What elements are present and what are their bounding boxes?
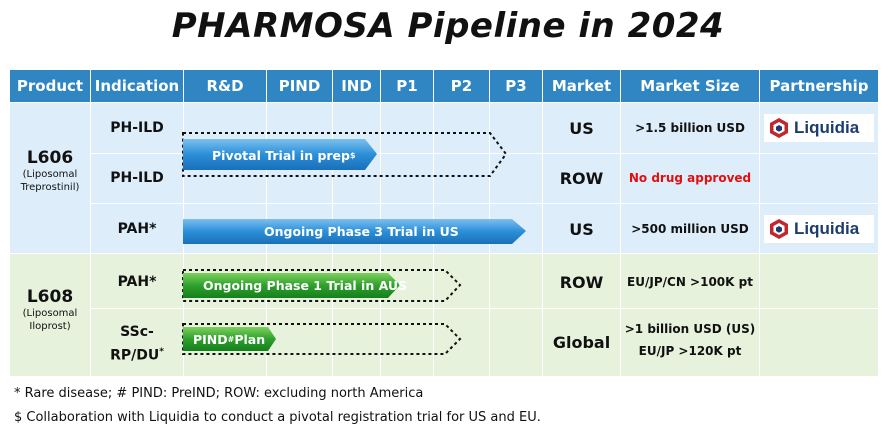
- header-pind: PIND: [267, 70, 332, 102]
- page-title: PHARMOSA Pipeline in 2024: [171, 6, 725, 46]
- l608-band: [10, 254, 878, 376]
- indication-cell: SSc- RP/DU*: [91, 322, 183, 366]
- phase3-bar: [183, 219, 526, 244]
- pind-bar: [183, 327, 276, 351]
- indication-cell: PH-ILD: [110, 120, 164, 136]
- market-size-cell: >500 million USD: [631, 222, 749, 236]
- product-sub: Iloprost): [29, 321, 71, 332]
- market-size-cell: No drug approved: [628, 171, 752, 185]
- footnote: $ Collaboration with Liquidia to conduct…: [14, 410, 541, 425]
- partner-name: Liquidia: [794, 219, 860, 238]
- indication-line: RP/DU*: [110, 347, 164, 364]
- product-l608: L608 (Liposomal Iloprost): [10, 287, 90, 333]
- product-name: L608: [26, 287, 74, 307]
- header-market-size: Market Size: [621, 70, 759, 102]
- header-ind: IND: [333, 70, 380, 102]
- product-sub: (Liposomal: [22, 308, 78, 319]
- product-sub: (Liposomal: [22, 169, 78, 180]
- market-size-line: >1 billion USD (US): [624, 322, 756, 336]
- product-name: L606: [26, 148, 74, 168]
- liquidia-logo: Liquidia: [764, 114, 874, 142]
- indication-line: SSc-: [120, 324, 154, 340]
- market-size-cell: >1.5 billion USD: [635, 121, 745, 135]
- market-cell: ROW: [559, 272, 604, 292]
- market-cell: US: [569, 219, 594, 239]
- pind-bar-label: PIND # Plan: [193, 331, 266, 347]
- footnote: * Rare disease; # PIND: PreIND; ROW: exc…: [14, 386, 424, 401]
- product-l606: L606 (Liposomal Treprostinil): [10, 148, 90, 194]
- indication-cell: PAH*: [117, 274, 157, 290]
- pivotal-bar-label: Pivotal Trial in prep $: [212, 147, 356, 163]
- market-size-line: EU/JP >120K pt: [638, 344, 742, 358]
- header-partnership: Partnership: [760, 70, 878, 102]
- market-size-cell: EU/JP/CN >100K pt: [627, 275, 753, 289]
- phase1-bar: [183, 273, 400, 298]
- phase1-bar-label: Ongoing Phase 1 Trial in AUS: [203, 277, 408, 293]
- header-product: Product: [10, 70, 90, 102]
- indication-cell: PH-ILD: [110, 170, 164, 186]
- header-indication: Indication: [91, 70, 183, 102]
- product-sub: Treprostinil): [20, 182, 80, 193]
- liquidia-mark-icon: [770, 219, 788, 239]
- market-size-cell: >1 billion USD (US) EU/JP >120K pt: [621, 318, 759, 362]
- header-rd: R&D: [184, 70, 266, 102]
- header-p1: P1: [381, 70, 433, 102]
- liquidia-logo: Liquidia: [764, 215, 874, 243]
- market-cell: Global: [552, 332, 611, 352]
- liquidia-mark-icon: [770, 118, 788, 138]
- header-p3: P3: [490, 70, 542, 102]
- market-cell: US: [569, 118, 594, 138]
- market-cell: ROW: [559, 168, 604, 188]
- pivotal-bar: [183, 139, 377, 170]
- phase3-bar-label: Ongoing Phase 3 Trial in US: [264, 223, 459, 239]
- header-p2: P2: [434, 70, 489, 102]
- indication-cell: PAH*: [117, 221, 157, 237]
- partner-name: Liquidia: [794, 118, 860, 137]
- header-market: Market: [543, 70, 620, 102]
